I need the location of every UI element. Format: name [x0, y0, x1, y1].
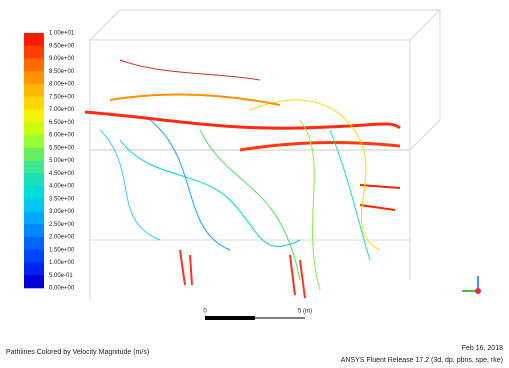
colorbar-label: 7.00e+00	[49, 107, 75, 113]
fluent-view: 0 5 (m) 1.00e+019.50e+009.00e+008.50e+00…	[0, 0, 509, 368]
color-band	[24, 71, 44, 84]
color-band	[24, 122, 44, 135]
color-band	[24, 212, 44, 225]
colorbar-label: 3.00e+00	[49, 209, 75, 215]
scale-end: 5 (m)	[298, 309, 312, 315]
colorbar-label: 8.50e+00	[49, 69, 75, 75]
colorbar-label: 1.00e+00	[49, 260, 75, 266]
caption: Pathlines Colored by Velocity Magnitude …	[6, 349, 149, 356]
color-band	[24, 224, 44, 237]
date: Feb 16, 2018	[462, 345, 503, 352]
colorbar-label: 9.50e+00	[49, 43, 75, 49]
colorbar-label: 6.50e+00	[49, 120, 75, 126]
color-band	[24, 275, 44, 288]
background	[0, 0, 509, 368]
colorbar: 1.00e+01 9.50e+00 9.00e+00 8.50e+00 8.00e+00…	[24, 31, 75, 292]
release: ANSYS Fluent Release 17.2 (3d, dp, pbns,…	[341, 357, 503, 364]
color-band	[24, 59, 44, 72]
color-band	[24, 84, 44, 97]
scale-bar-segment	[205, 316, 255, 320]
color-band	[24, 97, 44, 110]
colorbar-label: 9.00e+00	[49, 56, 75, 62]
color-band	[24, 135, 44, 148]
color-band	[24, 263, 44, 276]
colorbar-label: 7.50e+00	[49, 94, 75, 100]
colorbar-label: 4.50e+00	[49, 171, 75, 177]
color-band	[24, 237, 44, 250]
colorbar-label: 0.00e+00	[49, 286, 75, 292]
colorbar-label: 5.00e-01	[49, 273, 73, 279]
colorbar-label: 1.50e+00	[49, 247, 75, 253]
colorbar-label: 5.00e+00	[49, 158, 75, 164]
color-band	[24, 33, 44, 46]
color-band	[24, 199, 44, 212]
color-band	[24, 148, 44, 161]
colorbar-label: 3.50e+00	[49, 196, 75, 202]
color-band	[24, 186, 44, 199]
color-band	[24, 173, 44, 186]
color-band	[24, 46, 44, 59]
colorbar-label: 2.00e+00	[49, 235, 75, 241]
colorbar-label: 2.50e+00	[49, 222, 75, 228]
colorbar-label: 5.50e+00	[49, 145, 75, 151]
colorbar-label: 6.00e+00	[49, 133, 75, 139]
color-band	[24, 161, 44, 174]
colorbar-label: 8.00e+00	[49, 82, 75, 88]
colorbar-label: 4.00e+00	[49, 184, 75, 190]
color-band	[24, 110, 44, 123]
color-band	[24, 250, 44, 263]
colorbar-label: 1.00e+01	[49, 31, 75, 37]
